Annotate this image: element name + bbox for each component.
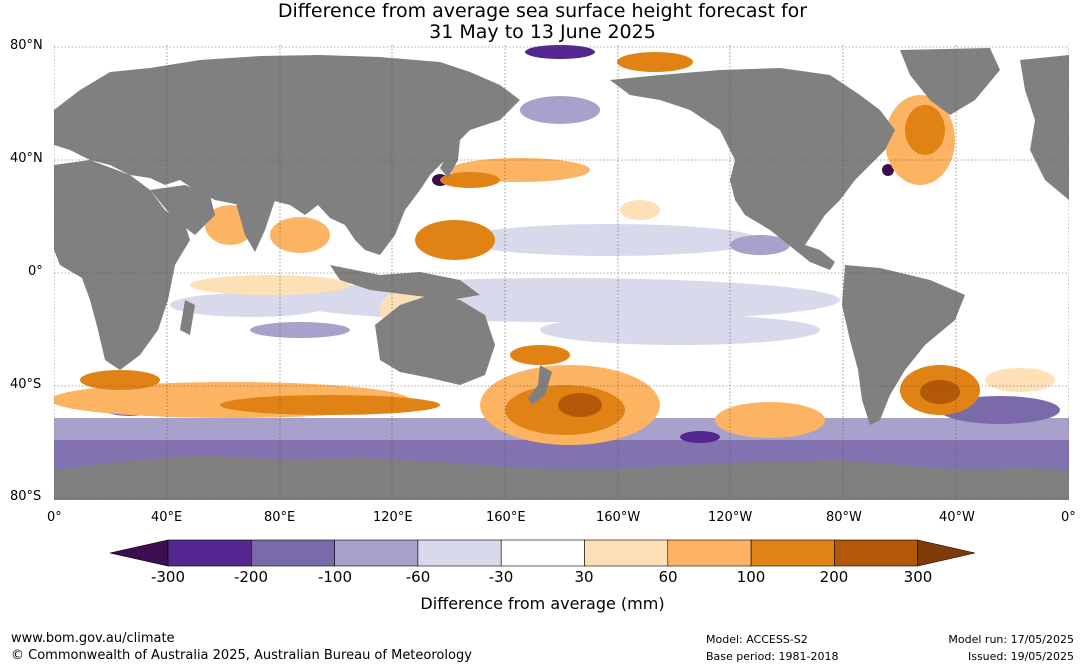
land-north-america — [610, 68, 895, 270]
lon-label-120w: 120°W — [708, 510, 753, 525]
lat-label-80n: 80°N — [10, 38, 43, 53]
colorbar-segment-9 — [834, 539, 919, 567]
colorbar-low-extension — [109, 539, 169, 567]
lon-label-0-east: 0° — [1061, 510, 1076, 525]
colorbar-tick-label: -100 — [317, 568, 353, 586]
land-antarctica — [54, 455, 1069, 500]
colorbar-segment-3 — [334, 539, 419, 567]
land-new-zealand — [528, 365, 552, 405]
lat-label-80s: 80°S — [10, 489, 42, 504]
colorbar-tick-label: 200 — [819, 568, 849, 586]
land-masses — [54, 48, 1069, 500]
land-eurasia — [54, 55, 520, 255]
colorbar-segment-8 — [750, 539, 835, 567]
land-japan — [440, 140, 460, 178]
colorbar — [109, 539, 976, 567]
map-title-line2: 31 May to 13 June 2025 — [429, 21, 656, 43]
colorbar-segment-5 — [500, 539, 585, 567]
lat-label-40n: 40°N — [10, 151, 43, 166]
land-greenland — [900, 48, 1000, 115]
colorbar-tick-label: -60 — [405, 568, 431, 586]
lat-label-40s: 40°S — [10, 377, 42, 392]
lon-label-80w: 80°W — [826, 510, 862, 525]
lon-label-40w: 40°W — [939, 510, 975, 525]
graticule — [54, 45, 1069, 500]
land-europe-west — [1020, 55, 1069, 200]
colorbar-tick-label: 100 — [736, 568, 766, 586]
footer-url[interactable]: www.bom.gov.au/climate — [11, 631, 175, 646]
footer-base-period: Base period: 1981-2018 — [706, 650, 839, 663]
map-title-line1: Difference from average sea surface heig… — [277, 0, 808, 22]
land-africa — [54, 160, 190, 370]
lat-label-0: 0° — [28, 264, 43, 279]
colorbar-tick-label: -30 — [488, 568, 514, 586]
colorbar-segment-2 — [251, 539, 335, 567]
colorbar-segment-7 — [667, 539, 752, 567]
lon-label-80e: 80°E — [264, 510, 296, 525]
land-madagascar — [180, 300, 195, 335]
land-arabia — [150, 185, 215, 235]
footer-model-run: Model run: 17/05/2025 — [948, 633, 1074, 646]
lon-label-0-west: 0° — [47, 510, 62, 525]
land-south-america — [842, 265, 965, 425]
lon-label-40e: 40°E — [151, 510, 183, 525]
lon-label-120e: 120°E — [373, 510, 413, 525]
lon-label-160w: 160°W — [596, 510, 641, 525]
colorbar-tick-label: -200 — [233, 568, 269, 586]
colorbar-segment-4 — [417, 539, 502, 567]
footer-issued: Issued: 19/05/2025 — [967, 650, 1074, 663]
footer-copyright: © Commonwealth of Australia 2025, Austra… — [11, 648, 472, 663]
colorbar-title: Difference from average (mm) — [420, 594, 665, 613]
land-australia — [375, 295, 495, 385]
colorbar-tick-label: 30 — [574, 568, 594, 586]
colorbar-segment-1 — [167, 539, 252, 567]
land-indonesia — [330, 265, 480, 300]
colorbar-tick-label: -300 — [150, 568, 186, 586]
colorbar-segment-6 — [584, 539, 669, 567]
lon-label-160e: 160°E — [486, 510, 526, 525]
land-india — [235, 200, 275, 252]
footer-model: Model: ACCESS-S2 — [706, 633, 808, 646]
colorbar-tick-label: 60 — [658, 568, 678, 586]
colorbar-tick-label: 300 — [903, 568, 933, 586]
colorbar-high-extension — [917, 539, 976, 567]
